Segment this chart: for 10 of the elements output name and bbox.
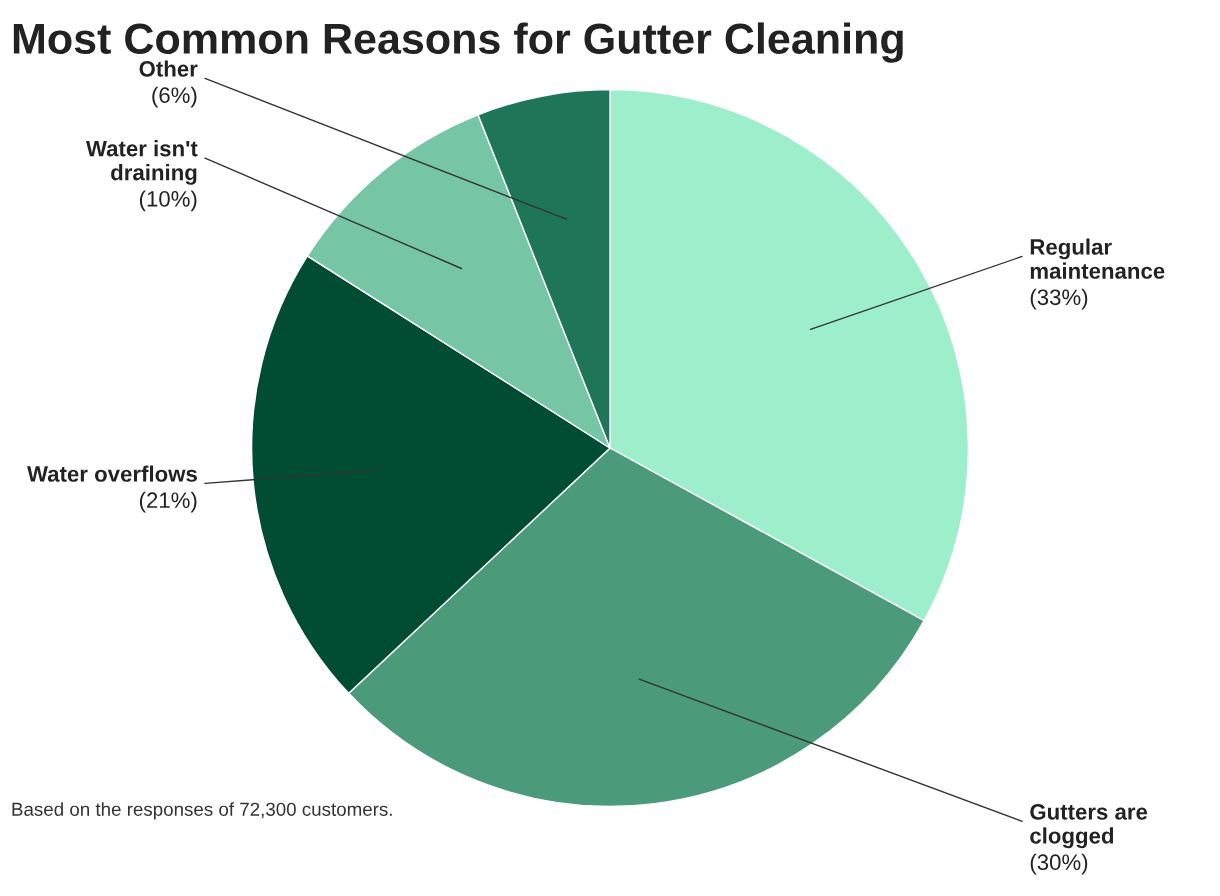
slice-label: Gutters are clogged (1030, 804, 1148, 849)
slice-label: Water overflows (27, 465, 197, 482)
data-label: (6%) (152, 86, 197, 108)
slice-label: Regular maintenance (1030, 238, 1165, 279)
data-label: (30%) (1030, 853, 1088, 875)
slice-label: Water isn't draining (85, 140, 198, 185)
data-label: (33%) (1030, 288, 1088, 310)
data-label: (21%) (139, 491, 197, 513)
text: Based on the responses of 72,300 customers. (12, 802, 392, 820)
data-label: (10%) (139, 190, 197, 212)
